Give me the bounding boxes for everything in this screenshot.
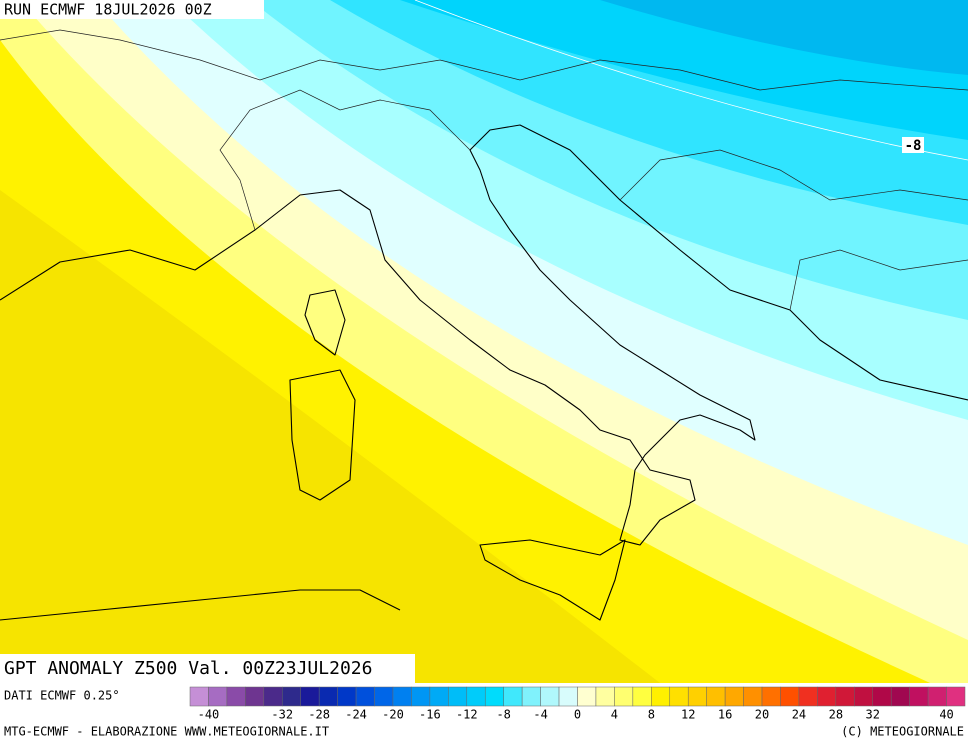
country-border: [0, 29, 968, 311]
colorbar-swatch: [743, 686, 763, 707]
colorbar-swatch: [318, 686, 338, 707]
colorbar-swatch: [392, 686, 412, 707]
colorbar: -40 -32 -28 -24 -20 -16 -12 -8 -4 0 4 8 12 16 20 24 28 32…: [189, 686, 966, 722]
colorbar-tick-label: 16: [718, 708, 732, 722]
colorbar-swatch: [706, 686, 726, 707]
coastlines: [0, 29, 968, 621]
colorbar-swatch: [208, 686, 228, 707]
sicily: [479, 539, 626, 621]
colorbar-tick-label: 4: [611, 708, 618, 722]
run-label: RUN ECMWF 18JUL2026 00Z: [4, 1, 212, 19]
colorbar-swatch: [669, 686, 689, 707]
colorbar-swatch: [927, 686, 947, 707]
colorbar-tick-label: -40: [198, 708, 220, 722]
colorbar-swatch: [687, 686, 707, 707]
colorbar-tick-label: -4: [533, 708, 547, 722]
coastline: [0, 124, 968, 546]
colorbar-swatch: [448, 686, 468, 707]
colorbar-swatch: [761, 686, 781, 707]
colorbar-tick-label: 8: [648, 708, 655, 722]
header-box: [0, 0, 264, 19]
colorbar-swatch: [817, 686, 837, 707]
colorbar-swatch: [484, 686, 504, 707]
corsica: [304, 289, 346, 356]
colorbar-swatch: [466, 686, 486, 707]
colorbar-tick-label: 20: [755, 708, 769, 722]
colorbar-tick-label: 28: [829, 708, 843, 722]
colorbar-swatch: [614, 686, 634, 707]
colorbar-swatch: [337, 686, 357, 707]
colorbar-swatch: [890, 686, 910, 707]
colorbar-tick-label: -32: [271, 708, 293, 722]
colorbar-tick-label: 0: [574, 708, 581, 722]
contour-label: -8: [905, 138, 922, 154]
colorbar-swatch: [355, 686, 375, 707]
colorbar-swatch: [854, 686, 873, 707]
title-box: [0, 654, 415, 683]
colorbar-tick-label: 12: [681, 708, 695, 722]
contour-line: [414, 0, 968, 161]
source-label: DATI ECMWF 0.25°: [4, 689, 120, 703]
colorbar-swatch: [189, 686, 209, 707]
field-band: [600, 0, 968, 75]
credit-left: MTG-ECMWF - ELABORAZIONE WWW.METEOGIORNA…: [4, 725, 329, 739]
colorbar-tick-label: -16: [419, 708, 441, 722]
colorbar-swatch: [300, 686, 320, 707]
colorbar-tick-label: -12: [456, 708, 478, 722]
colorbar-swatch: [577, 686, 597, 707]
colorbar-tick-label: -24: [345, 708, 367, 722]
colorbar-swatch: [411, 686, 431, 707]
colorbar-swatch: [263, 686, 283, 707]
colorbar-tick-label: -8: [496, 708, 510, 722]
sardinia: [289, 369, 356, 501]
colorbar-swatch: [780, 686, 800, 707]
colorbar-swatch: [651, 686, 671, 707]
colorbar-swatch: [282, 686, 301, 707]
colorbar-swatch: [632, 686, 652, 707]
colorbar-swatch: [835, 686, 855, 707]
colorbar-tick-label: 24: [792, 708, 806, 722]
africa-coast: [0, 589, 401, 621]
colorbar-swatch: [724, 686, 744, 707]
colorbar-swatch: [429, 686, 449, 707]
map-title: GPT ANOMALY Z500 Val. 00Z23JUL2026: [4, 658, 372, 679]
colorbar-swatch: [521, 686, 541, 707]
colorbar-swatch: [540, 686, 560, 707]
credit-right: (C) METEOGIORNALE: [841, 725, 964, 739]
colorbar-swatch: [909, 686, 929, 707]
colorbar-swatch: [503, 686, 523, 707]
colorbar-swatch: [226, 686, 246, 707]
colorbar-swatch: [946, 686, 966, 707]
colorbar-swatch: [558, 686, 578, 707]
colorbar-tick-label: -20: [382, 708, 404, 722]
colorbar-tick-label: -28: [308, 708, 330, 722]
colorbar-swatch: [374, 686, 394, 707]
colorbar-swatch: [798, 686, 818, 707]
colorbar-swatch: [595, 686, 615, 707]
label-box: [902, 137, 924, 153]
colorbar-tick-label: 40: [939, 708, 953, 722]
colorbar-swatch: [872, 686, 892, 707]
colorbar-tick-label: 32: [866, 708, 880, 722]
colorbar-swatch: [245, 686, 265, 707]
